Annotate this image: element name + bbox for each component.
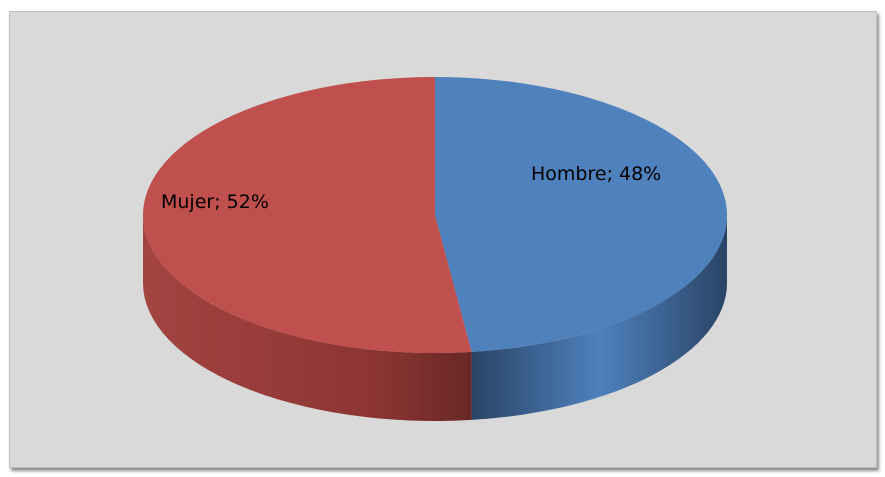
slice-label-mujer: Mujer; 52% <box>161 191 269 213</box>
pie-tops <box>143 77 728 353</box>
slice-side-hombre[interactable] <box>471 215 727 420</box>
slice-mujer[interactable] <box>143 77 472 353</box>
slice-label-hombre: Hombre; 48% <box>531 163 661 185</box>
slice-side-mujer[interactable] <box>143 215 472 422</box>
slice-hombre[interactable] <box>435 77 728 352</box>
pie-labels: Hombre; 48% Mujer; 52% <box>161 163 661 213</box>
pie-sides <box>143 215 727 422</box>
